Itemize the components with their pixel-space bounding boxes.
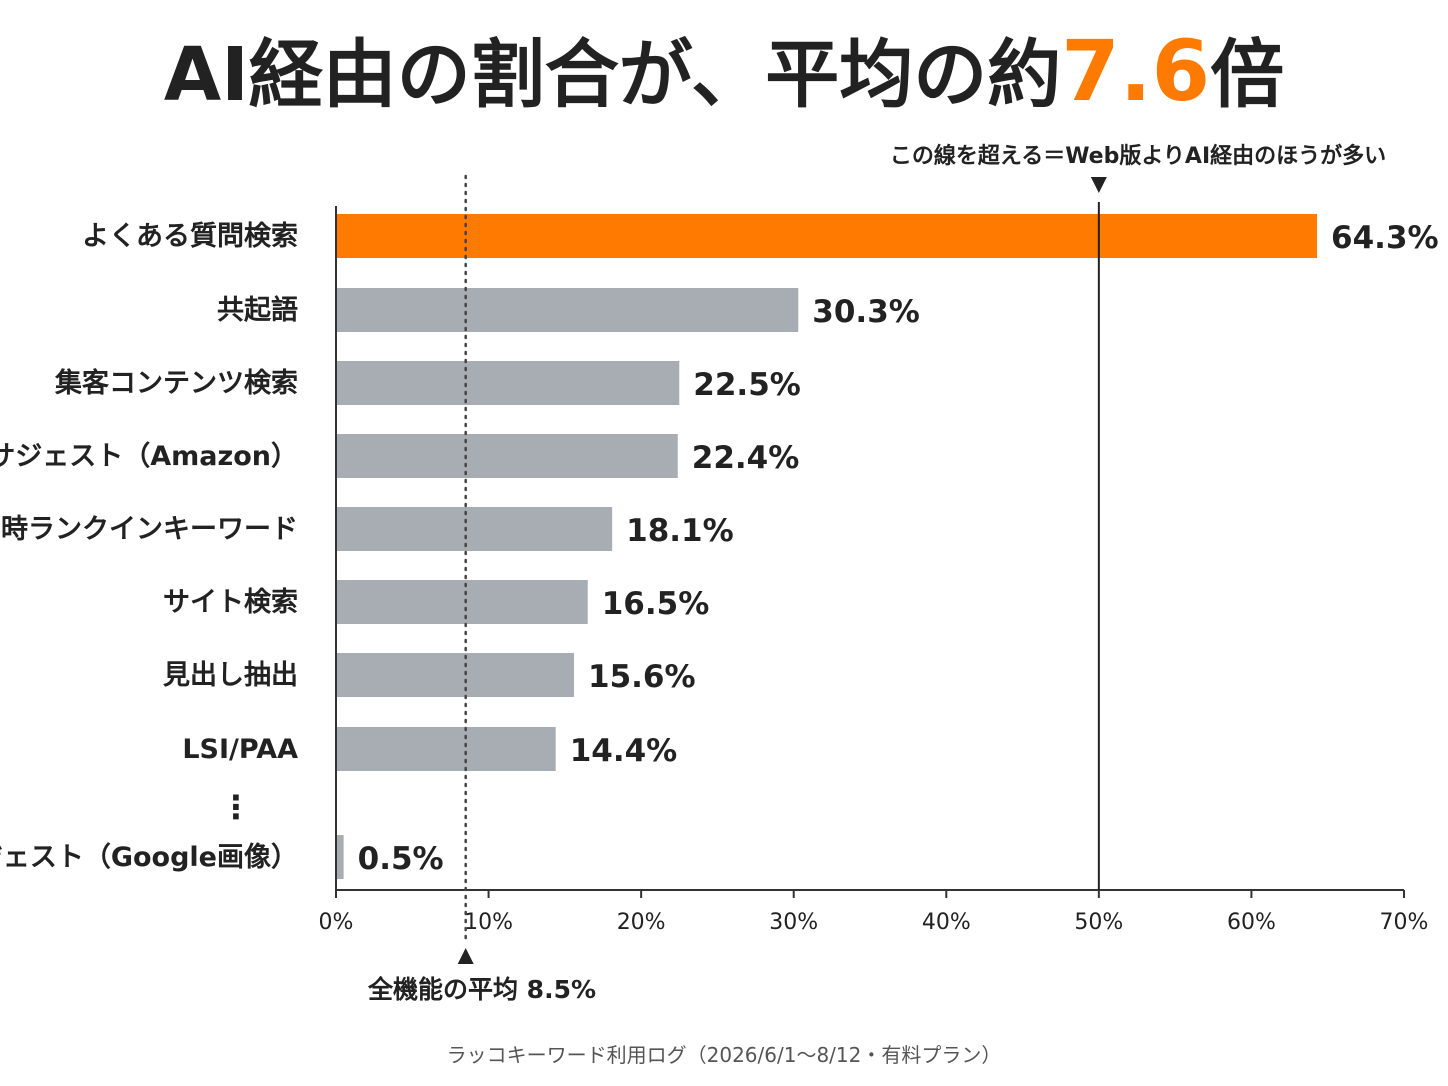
category-label: サジェスト（Google画像） <box>0 842 298 873</box>
category-label: 集客コンテンツ検索 <box>54 367 298 399</box>
value-label: 22.4% <box>692 440 800 476</box>
bar <box>336 434 678 478</box>
value-label: 22.5% <box>693 367 801 403</box>
reference-lines: 全機能の平均 8.5% この線を超える＝Web版よりAI経由のほうが多い <box>367 143 1386 1004</box>
x-tick-label: 10% <box>464 910 513 935</box>
x-tick-label: 40% <box>922 910 971 935</box>
chart-title-highlight: 7.6 <box>1061 22 1210 120</box>
value-label: 15.6% <box>588 659 696 695</box>
value-label: 64.3% <box>1331 220 1439 256</box>
category-label: サジェスト（Amazon） <box>0 441 298 472</box>
category-label: 共起語 <box>217 294 298 326</box>
bar <box>336 727 556 771</box>
average-marker-triangle <box>457 948 474 964</box>
x-tick-label: 20% <box>617 910 666 935</box>
bars-layer: よくある質問検索 64.3% 共起語 30.3% 集客コンテンツ検索 22.5% サジェスト… <box>0 214 1439 879</box>
threshold-marker-triangle <box>1090 177 1107 193</box>
x-tick-label: 30% <box>769 910 818 935</box>
bar <box>336 835 344 879</box>
bar-highlight <box>336 214 1318 258</box>
x-tick-label: 0% <box>319 910 354 935</box>
chart-title: AI経由の割合が、平均の約7.6倍 <box>164 22 1284 120</box>
x-tick-label: 50% <box>1074 910 1123 935</box>
chart-title-prefix: AI経由の割合が、平均の約 <box>164 32 1061 118</box>
value-label: 18.1% <box>626 513 734 549</box>
threshold-label: この線を超える＝Web版よりAI経由のほうが多い <box>890 143 1386 169</box>
average-label: 全機能の平均 8.5% <box>367 975 596 1004</box>
category-label: 見出し抽出 <box>163 660 298 691</box>
source-note: ラッコキーワード利用ログ（2026/6/1〜8/12・有料プラン） <box>447 1043 1002 1067</box>
category-label: 同時ランクインキーワード <box>0 514 298 545</box>
bar <box>336 653 575 697</box>
value-label: 16.5% <box>602 586 710 622</box>
bar <box>336 288 799 332</box>
gap-ellipsis: ⋮ <box>220 788 252 826</box>
bar <box>336 507 613 551</box>
chart-title-suffix: 倍 <box>1210 32 1284 118</box>
x-tick-label: 70% <box>1380 910 1429 935</box>
category-label: よくある質問検索 <box>82 221 298 252</box>
bar <box>336 580 588 624</box>
category-label: サイト検索 <box>163 587 298 618</box>
bar <box>336 361 680 405</box>
value-label: 30.3% <box>812 294 920 330</box>
category-label: LSI/PAA <box>182 734 298 765</box>
value-label: 0.5% <box>358 841 444 877</box>
value-label: 14.4% <box>570 733 678 769</box>
x-tick-label: 60% <box>1227 910 1276 935</box>
x-axis: 0% 10% 20% 30% 40% 50% 60% 70% <box>319 206 1429 935</box>
